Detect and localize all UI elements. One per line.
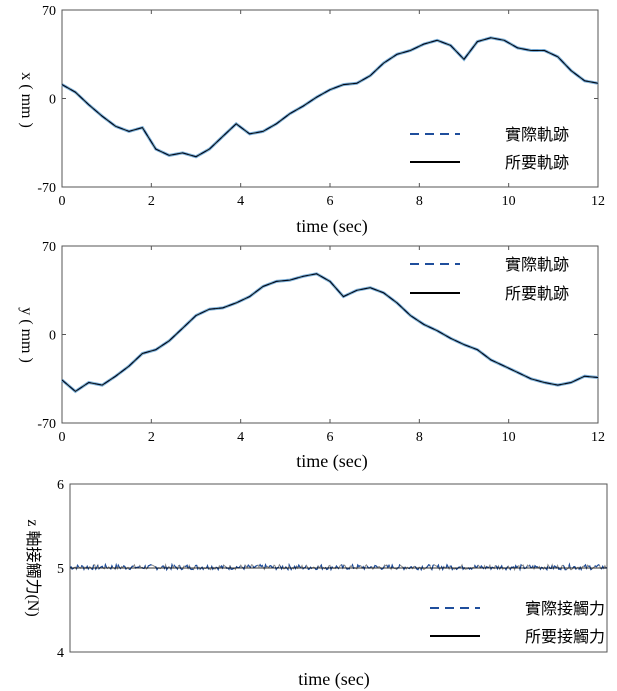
x-tick-label: 12 (591, 194, 605, 209)
legend-label: 實際接觸力 (525, 599, 605, 618)
x-axis-label: time (sec) (296, 216, 367, 237)
x-axis-label: time (sec) (296, 451, 367, 472)
y-tick-label: 0 (49, 329, 56, 344)
legend-label: 所要接觸力 (525, 627, 605, 646)
legend-label: 實際軌跡 (505, 125, 569, 144)
x-tick-label: 6 (327, 194, 334, 209)
x-tick-label: 6 (327, 430, 334, 445)
y-tick-label: 70 (42, 4, 56, 19)
y-tick-label: 5 (57, 562, 64, 577)
y-axis-label: y ( mm ) (18, 307, 35, 363)
x-tick-label: 10 (502, 430, 516, 445)
y-tick-label: -70 (37, 181, 56, 196)
legend-label: 所要軌跡 (505, 153, 569, 172)
series-line-desired (61, 37, 599, 158)
x-tick-label: 4 (237, 194, 244, 209)
y-axis-label: x ( mm ) (18, 72, 35, 128)
x-tick-label: 0 (59, 194, 66, 209)
x-axis-label: time (sec) (298, 669, 369, 690)
x-tick-label: 2 (148, 194, 155, 209)
y-axis-label: z 軸接觸力(N) (24, 519, 42, 616)
y-tick-label: 70 (42, 240, 56, 255)
series-line-desired (61, 273, 599, 393)
y-tick-label: 4 (57, 646, 64, 661)
plot-frame (61, 9, 599, 188)
x-tick-label: 10 (502, 194, 516, 209)
plot-frame (61, 245, 599, 424)
legend-label: 實際軌跡 (505, 255, 569, 274)
x-tick-label: 12 (591, 430, 605, 445)
x-tick-label: 8 (416, 430, 423, 445)
y-tick-label: -70 (37, 417, 56, 432)
y-tick-label: 6 (57, 478, 64, 493)
x-tick-label: 8 (416, 194, 423, 209)
y-tick-label: 0 (49, 93, 56, 108)
x-tick-label: 4 (237, 430, 244, 445)
x-tick-label: 0 (59, 430, 66, 445)
x-tick-label: 2 (148, 430, 155, 445)
legend-label: 所要軌跡 (505, 284, 569, 303)
